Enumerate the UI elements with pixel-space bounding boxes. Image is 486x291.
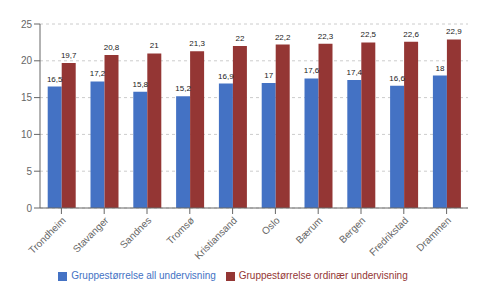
svg-text:17,4: 17,4 — [347, 68, 363, 77]
svg-text:20,8: 20,8 — [104, 43, 120, 52]
svg-text:Trondheim: Trondheim — [27, 215, 68, 256]
svg-text:Drammen: Drammen — [414, 215, 453, 254]
svg-text:20: 20 — [21, 55, 33, 66]
svg-text:17,2: 17,2 — [90, 69, 106, 78]
svg-text:22,9: 22,9 — [446, 27, 462, 36]
svg-text:17,6: 17,6 — [304, 66, 320, 75]
svg-text:19,7: 19,7 — [61, 51, 77, 60]
svg-text:Tromsø: Tromsø — [164, 215, 196, 247]
svg-text:22,5: 22,5 — [361, 30, 377, 39]
svg-text:Stavanger: Stavanger — [71, 214, 111, 254]
svg-text:16,5: 16,5 — [47, 75, 63, 84]
svg-text:16,6: 16,6 — [389, 74, 405, 83]
svg-text:18: 18 — [435, 64, 444, 73]
html-text:Gruppestørrelse all undervisni: Gruppestørrelse all undervisning — [71, 270, 216, 281]
svg-text:15: 15 — [21, 92, 33, 103]
svg-text:15,8: 15,8 — [133, 80, 149, 89]
svg-text:Oslo: Oslo — [260, 214, 283, 237]
svg-text:21: 21 — [150, 41, 159, 50]
svg-text:5: 5 — [26, 166, 32, 177]
svg-text:Kristiansand: Kristiansand — [192, 215, 239, 262]
svg-text:17: 17 — [264, 71, 273, 80]
svg-text:21,3: 21,3 — [189, 39, 205, 48]
svg-text:16,9: 16,9 — [218, 72, 234, 81]
svg-text:25: 25 — [21, 19, 33, 30]
svg-text:0: 0 — [26, 203, 32, 214]
svg-text:22,3: 22,3 — [318, 32, 334, 41]
svg-text:15,2: 15,2 — [175, 84, 191, 93]
svg-text:Bergen: Bergen — [337, 215, 368, 246]
svg-text:22: 22 — [235, 34, 244, 43]
svg-text:Sandnes: Sandnes — [118, 215, 154, 251]
svg-text:Fredrikstad: Fredrikstad — [367, 215, 410, 258]
svg-text:Bærum: Bærum — [294, 215, 325, 246]
html-text:Gruppestørrelse ordinær underv: Gruppestørrelse ordinær undervisning — [238, 270, 408, 281]
svg-text:22,2: 22,2 — [275, 33, 291, 42]
svg-text:22,6: 22,6 — [403, 30, 419, 39]
svg-text:10: 10 — [21, 129, 33, 140]
